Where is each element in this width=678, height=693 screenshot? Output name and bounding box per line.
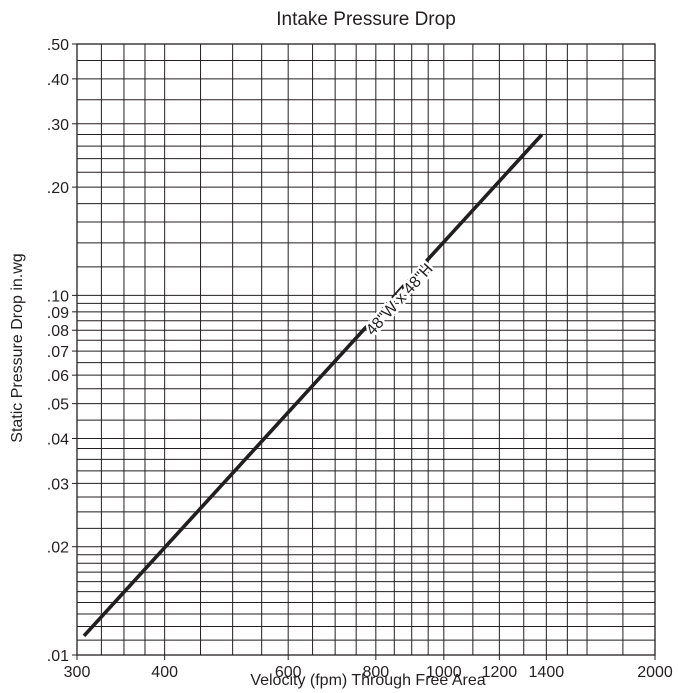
y-tick-label: .09 <box>47 305 69 322</box>
y-tick-label: .07 <box>47 344 69 361</box>
x-tick-labels: 300 400 600 800 1000 1200 1400 2000 <box>64 655 673 681</box>
y-tick-label: .01 <box>47 648 69 665</box>
x-tick-label: 800 <box>362 664 389 681</box>
y-tick-labels: .01 .02 .03 .04 .05 .06 .07 .08.09.10 .20 .30 .40.… <box>47 37 77 665</box>
x-tick-label: 300 <box>64 664 91 681</box>
y-tick-label: .20 <box>47 180 69 197</box>
y-tick-label: .10 <box>47 288 69 305</box>
y-tick-label: .30 <box>47 117 69 134</box>
x-tick-label: 1000 <box>426 664 462 681</box>
y-tick-label: .06 <box>47 368 69 385</box>
y-tick-label: .04 <box>47 431 69 448</box>
y-tick-label: .08 <box>47 323 69 340</box>
y-axis-label: Static Pressure Drop in.wg <box>9 253 26 442</box>
series-label: 48"W x 48"H <box>363 261 437 339</box>
y-tick-label: .05 <box>47 397 69 414</box>
y-tick-label: .02 <box>47 540 69 557</box>
chart-title: Intake Pressure Drop <box>276 9 456 30</box>
x-tick-label: 400 <box>151 664 178 681</box>
y-tick-label: .50 <box>47 37 69 54</box>
x-tick-label: 1200 <box>482 664 518 681</box>
x-axis-label: Velocity (fpm) Through Free Area <box>250 672 485 689</box>
y-tick-label: .40 <box>47 72 69 89</box>
x-tick-label: 2000 <box>637 664 673 681</box>
series-line <box>82 133 544 638</box>
grid-lines <box>76 43 656 656</box>
x-tick-label: 1400 <box>529 664 565 681</box>
x-tick-label: 600 <box>275 664 302 681</box>
plot-frame <box>76 43 656 656</box>
y-tick-label: .03 <box>47 476 69 493</box>
